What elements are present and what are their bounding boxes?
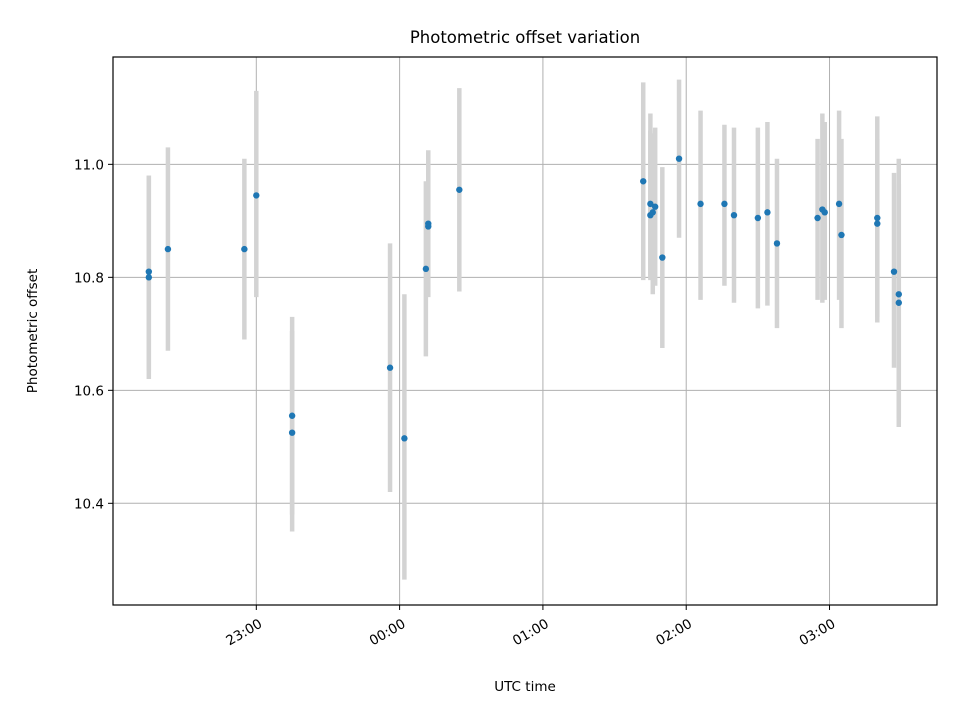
- data-point: [425, 220, 432, 227]
- data-point: [145, 268, 153, 275]
- plot-frame: [112, 56, 938, 606]
- data-point: [288, 412, 296, 419]
- data-point: [821, 209, 828, 216]
- data-point: [659, 254, 666, 261]
- data-point: [651, 203, 659, 210]
- data-point: [241, 245, 248, 253]
- data-point: [164, 245, 172, 253]
- grid: [113, 57, 937, 605]
- data-point: [647, 200, 654, 208]
- data-point: [814, 214, 821, 222]
- data-point: [401, 435, 408, 442]
- data-point: [773, 240, 781, 247]
- data-point: [288, 429, 296, 436]
- data-point: [386, 364, 394, 371]
- y-tick-label: 10.6: [74, 383, 104, 399]
- data-point: [721, 200, 728, 208]
- chart-title: Photometric offset variation: [410, 28, 640, 47]
- data-point: [145, 274, 153, 281]
- data-point: [874, 220, 881, 227]
- x-axis-label: UTC time: [494, 679, 556, 695]
- data-point: [754, 214, 762, 222]
- data-point: [456, 186, 463, 193]
- data-point: [649, 209, 656, 216]
- data-point: [675, 155, 683, 162]
- data-point: [874, 214, 881, 222]
- y-tick-label: 10.8: [74, 270, 104, 286]
- data-point: [890, 268, 898, 275]
- data-point: [835, 200, 843, 208]
- data-point: [640, 178, 647, 185]
- data-point: [730, 211, 738, 219]
- data-point: [697, 200, 704, 208]
- data-point: [895, 299, 902, 306]
- data-point: [253, 192, 260, 199]
- data-point: [838, 231, 845, 239]
- y-tick-label: 11.0: [74, 157, 104, 173]
- data-point: [422, 265, 430, 273]
- y-tick-label: 10.4: [74, 496, 104, 512]
- data-points: [145, 155, 902, 442]
- data-point: [895, 291, 902, 298]
- y-axis-label: Photometric offset: [25, 269, 41, 393]
- data-point: [764, 209, 771, 216]
